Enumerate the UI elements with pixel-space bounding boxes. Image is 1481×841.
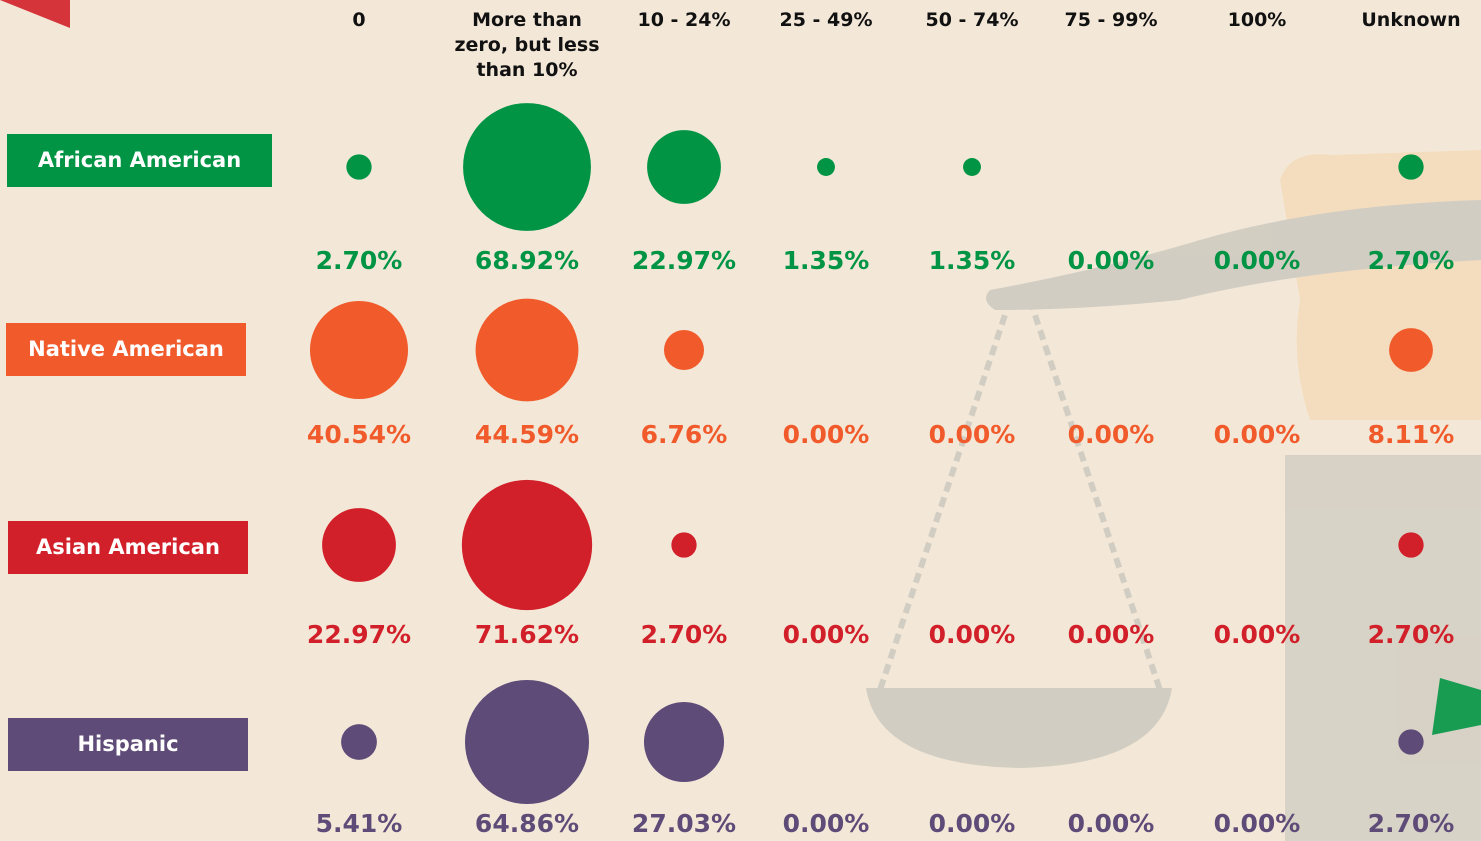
bubble <box>465 680 589 804</box>
value-label: 71.62% <box>475 620 579 649</box>
value-label: 0.00% <box>783 809 870 838</box>
corner-triangle <box>0 0 70 28</box>
value-label: 1.35% <box>929 246 1016 275</box>
value-label: 0.00% <box>783 620 870 649</box>
value-label: 68.92% <box>475 246 579 275</box>
bubble <box>664 330 704 370</box>
value-label: 0.00% <box>1214 809 1301 838</box>
value-label: 2.70% <box>1368 620 1455 649</box>
value-label: 0.00% <box>929 420 1016 449</box>
value-label: 0.00% <box>1214 246 1301 275</box>
bubble <box>463 103 591 231</box>
value-label: 27.03% <box>632 809 736 838</box>
value-label: 2.70% <box>316 246 403 275</box>
bubble <box>346 154 371 179</box>
value-label: 2.70% <box>1368 246 1455 275</box>
bubble <box>1389 328 1433 372</box>
value-label: 2.70% <box>641 620 728 649</box>
value-label: 0.00% <box>1068 620 1155 649</box>
bubble <box>1398 532 1423 557</box>
row-label: Asian American <box>8 521 248 574</box>
chart: 2.70% 68.92% 22.97% 1.35% 1.35% 0.00% 0.00% 2.7… <box>0 0 1481 841</box>
value-label: 0.00% <box>783 420 870 449</box>
column-header: 50 - 74% <box>907 8 1037 33</box>
column-header: 75 - 99% <box>1046 8 1176 33</box>
bubble <box>671 532 696 557</box>
bubble <box>310 301 408 399</box>
bubble <box>644 702 724 782</box>
value-label: 40.54% <box>307 420 411 449</box>
bubble <box>341 724 377 760</box>
value-label: 64.86% <box>475 809 579 838</box>
value-label: 44.59% <box>475 420 579 449</box>
column-header: 0 <box>294 8 424 33</box>
value-label: 5.41% <box>316 809 403 838</box>
hand <box>1280 150 1481 420</box>
value-label: 0.00% <box>1068 420 1155 449</box>
value-label: 22.97% <box>632 246 736 275</box>
infographic: 2.70% 68.92% 22.97% 1.35% 1.35% 0.00% 0.00% 2.7… <box>0 0 1481 841</box>
bubble <box>462 480 592 610</box>
bubble <box>647 130 721 204</box>
bubble <box>476 299 579 402</box>
column-header: 10 - 24% <box>619 8 749 33</box>
value-label: 6.76% <box>641 420 728 449</box>
value-label: 1.35% <box>783 246 870 275</box>
scale-pan <box>866 688 1172 768</box>
bubble <box>1398 154 1423 179</box>
column-header: 100% <box>1192 8 1322 33</box>
value-label: 0.00% <box>1068 246 1155 275</box>
value-label: 22.97% <box>307 620 411 649</box>
bubble <box>963 158 981 176</box>
value-label: 0.00% <box>929 809 1016 838</box>
value-label: 8.11% <box>1368 420 1455 449</box>
column-header: Unknown <box>1346 8 1476 33</box>
column-header: 25 - 49% <box>761 8 891 33</box>
bubble <box>1398 729 1423 754</box>
value-label: 2.70% <box>1368 809 1455 838</box>
column-header: More than zero, but less than 10% <box>452 8 602 83</box>
bubble <box>322 508 396 582</box>
bubble <box>817 158 835 176</box>
row-label: Native American <box>6 323 246 376</box>
value-label: 0.00% <box>929 620 1016 649</box>
value-label: 0.00% <box>1214 420 1301 449</box>
value-label: 0.00% <box>1068 809 1155 838</box>
value-label: 0.00% <box>1214 620 1301 649</box>
row-label: Hispanic <box>8 718 248 771</box>
row-label: African American <box>7 134 272 187</box>
